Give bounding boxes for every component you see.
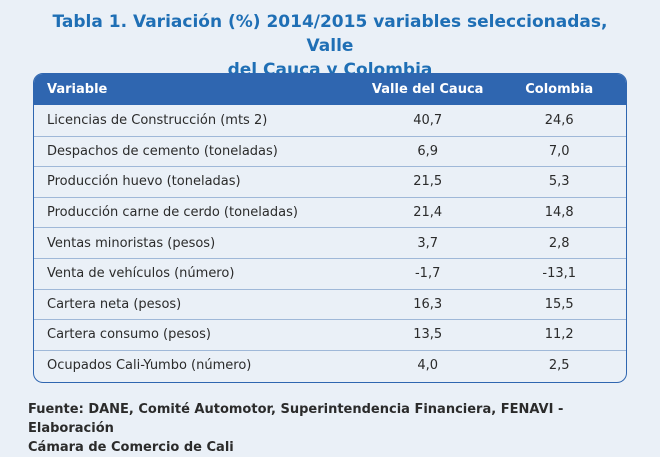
source-note-line-2: Cámara de Comercio de Cali	[28, 440, 234, 455]
header-valle: Valle del Cauca	[371, 82, 484, 97]
table-row: Cartera consumo (pesos) 13,5 11,2	[34, 319, 626, 350]
cell-variable: Ventas minoristas (pesos)	[47, 235, 216, 251]
table-title: Tabla 1. Variación (%) 2014/2015 variabl…	[40, 10, 620, 82]
table-row: Licencias de Construcción (mts 2) 40,7 24,…	[34, 105, 626, 136]
cell-colombia: 2,8	[548, 235, 570, 251]
cell-colombia: 15,5	[544, 296, 574, 312]
table-row: Producción carne de cerdo (toneladas) 21,…	[34, 196, 626, 228]
cell-variable: Producción carne de cerdo (toneladas)	[47, 205, 298, 221]
cell-colombia: -13,1	[542, 266, 577, 282]
cell-valle: 21,4	[413, 205, 443, 221]
data-table: Variable Valle del Cauca Colombia Licenc…	[33, 73, 627, 383]
header-colombia: Colombia	[525, 82, 594, 97]
cell-colombia: 11,2	[544, 327, 574, 343]
cell-colombia: 7,0	[548, 143, 570, 159]
cell-variable: Cartera neta (pesos)	[47, 296, 182, 312]
cell-valle: 6,9	[417, 143, 439, 159]
header-variable: Variable	[47, 82, 108, 97]
cell-valle: 13,5	[413, 327, 443, 343]
cell-colombia: 5,3	[548, 174, 570, 190]
cell-colombia: 2,5	[548, 358, 570, 374]
table-row: Producción huevo (toneladas) 21,5 5,3	[34, 166, 626, 197]
cell-valle: 3,7	[417, 235, 439, 251]
cell-valle: 16,3	[413, 296, 443, 312]
table-row: Cartera neta (pesos) 16,3 15,5	[34, 288, 626, 320]
table-title-line-1: Tabla 1. Variación (%) 2014/2015 variabl…	[52, 12, 608, 56]
cell-valle: 21,5	[413, 174, 443, 190]
cell-valle: 40,7	[413, 112, 443, 128]
cell-colombia: 14,8	[544, 205, 574, 221]
source-note-line-1: Fuente: DANE, Comité Automotor, Superint…	[28, 402, 564, 436]
cell-variable: Producción huevo (toneladas)	[47, 174, 241, 190]
cell-variable: Cartera consumo (pesos)	[47, 327, 211, 343]
table-row: Ocupados Cali-Yumbo (número) 4,0 2,5	[34, 349, 626, 381]
table-row: Venta de vehículos (número) -1,7 -13,1	[34, 257, 626, 289]
cell-variable: Venta de vehículos (número)	[47, 266, 235, 282]
cell-colombia: 24,6	[544, 112, 574, 128]
table-header: Variable Valle del Cauca Colombia	[34, 74, 626, 105]
source-note: Fuente: DANE, Comité Automotor, Superint…	[28, 400, 638, 457]
table-row: Ventas minoristas (pesos) 3,7 2,8	[34, 227, 626, 258]
table-row: Despachos de cemento (toneladas) 6,9 7,0	[34, 135, 626, 167]
cell-variable: Ocupados Cali-Yumbo (número)	[47, 358, 252, 374]
table-body: Licencias de Construcción (mts 2) 40,7 24,…	[34, 105, 626, 380]
cell-variable: Despachos de cemento (toneladas)	[47, 143, 278, 159]
cell-valle: -1,7	[414, 266, 441, 282]
cell-variable: Licencias de Construcción (mts 2)	[47, 112, 268, 128]
cell-valle: 4,0	[417, 358, 439, 374]
